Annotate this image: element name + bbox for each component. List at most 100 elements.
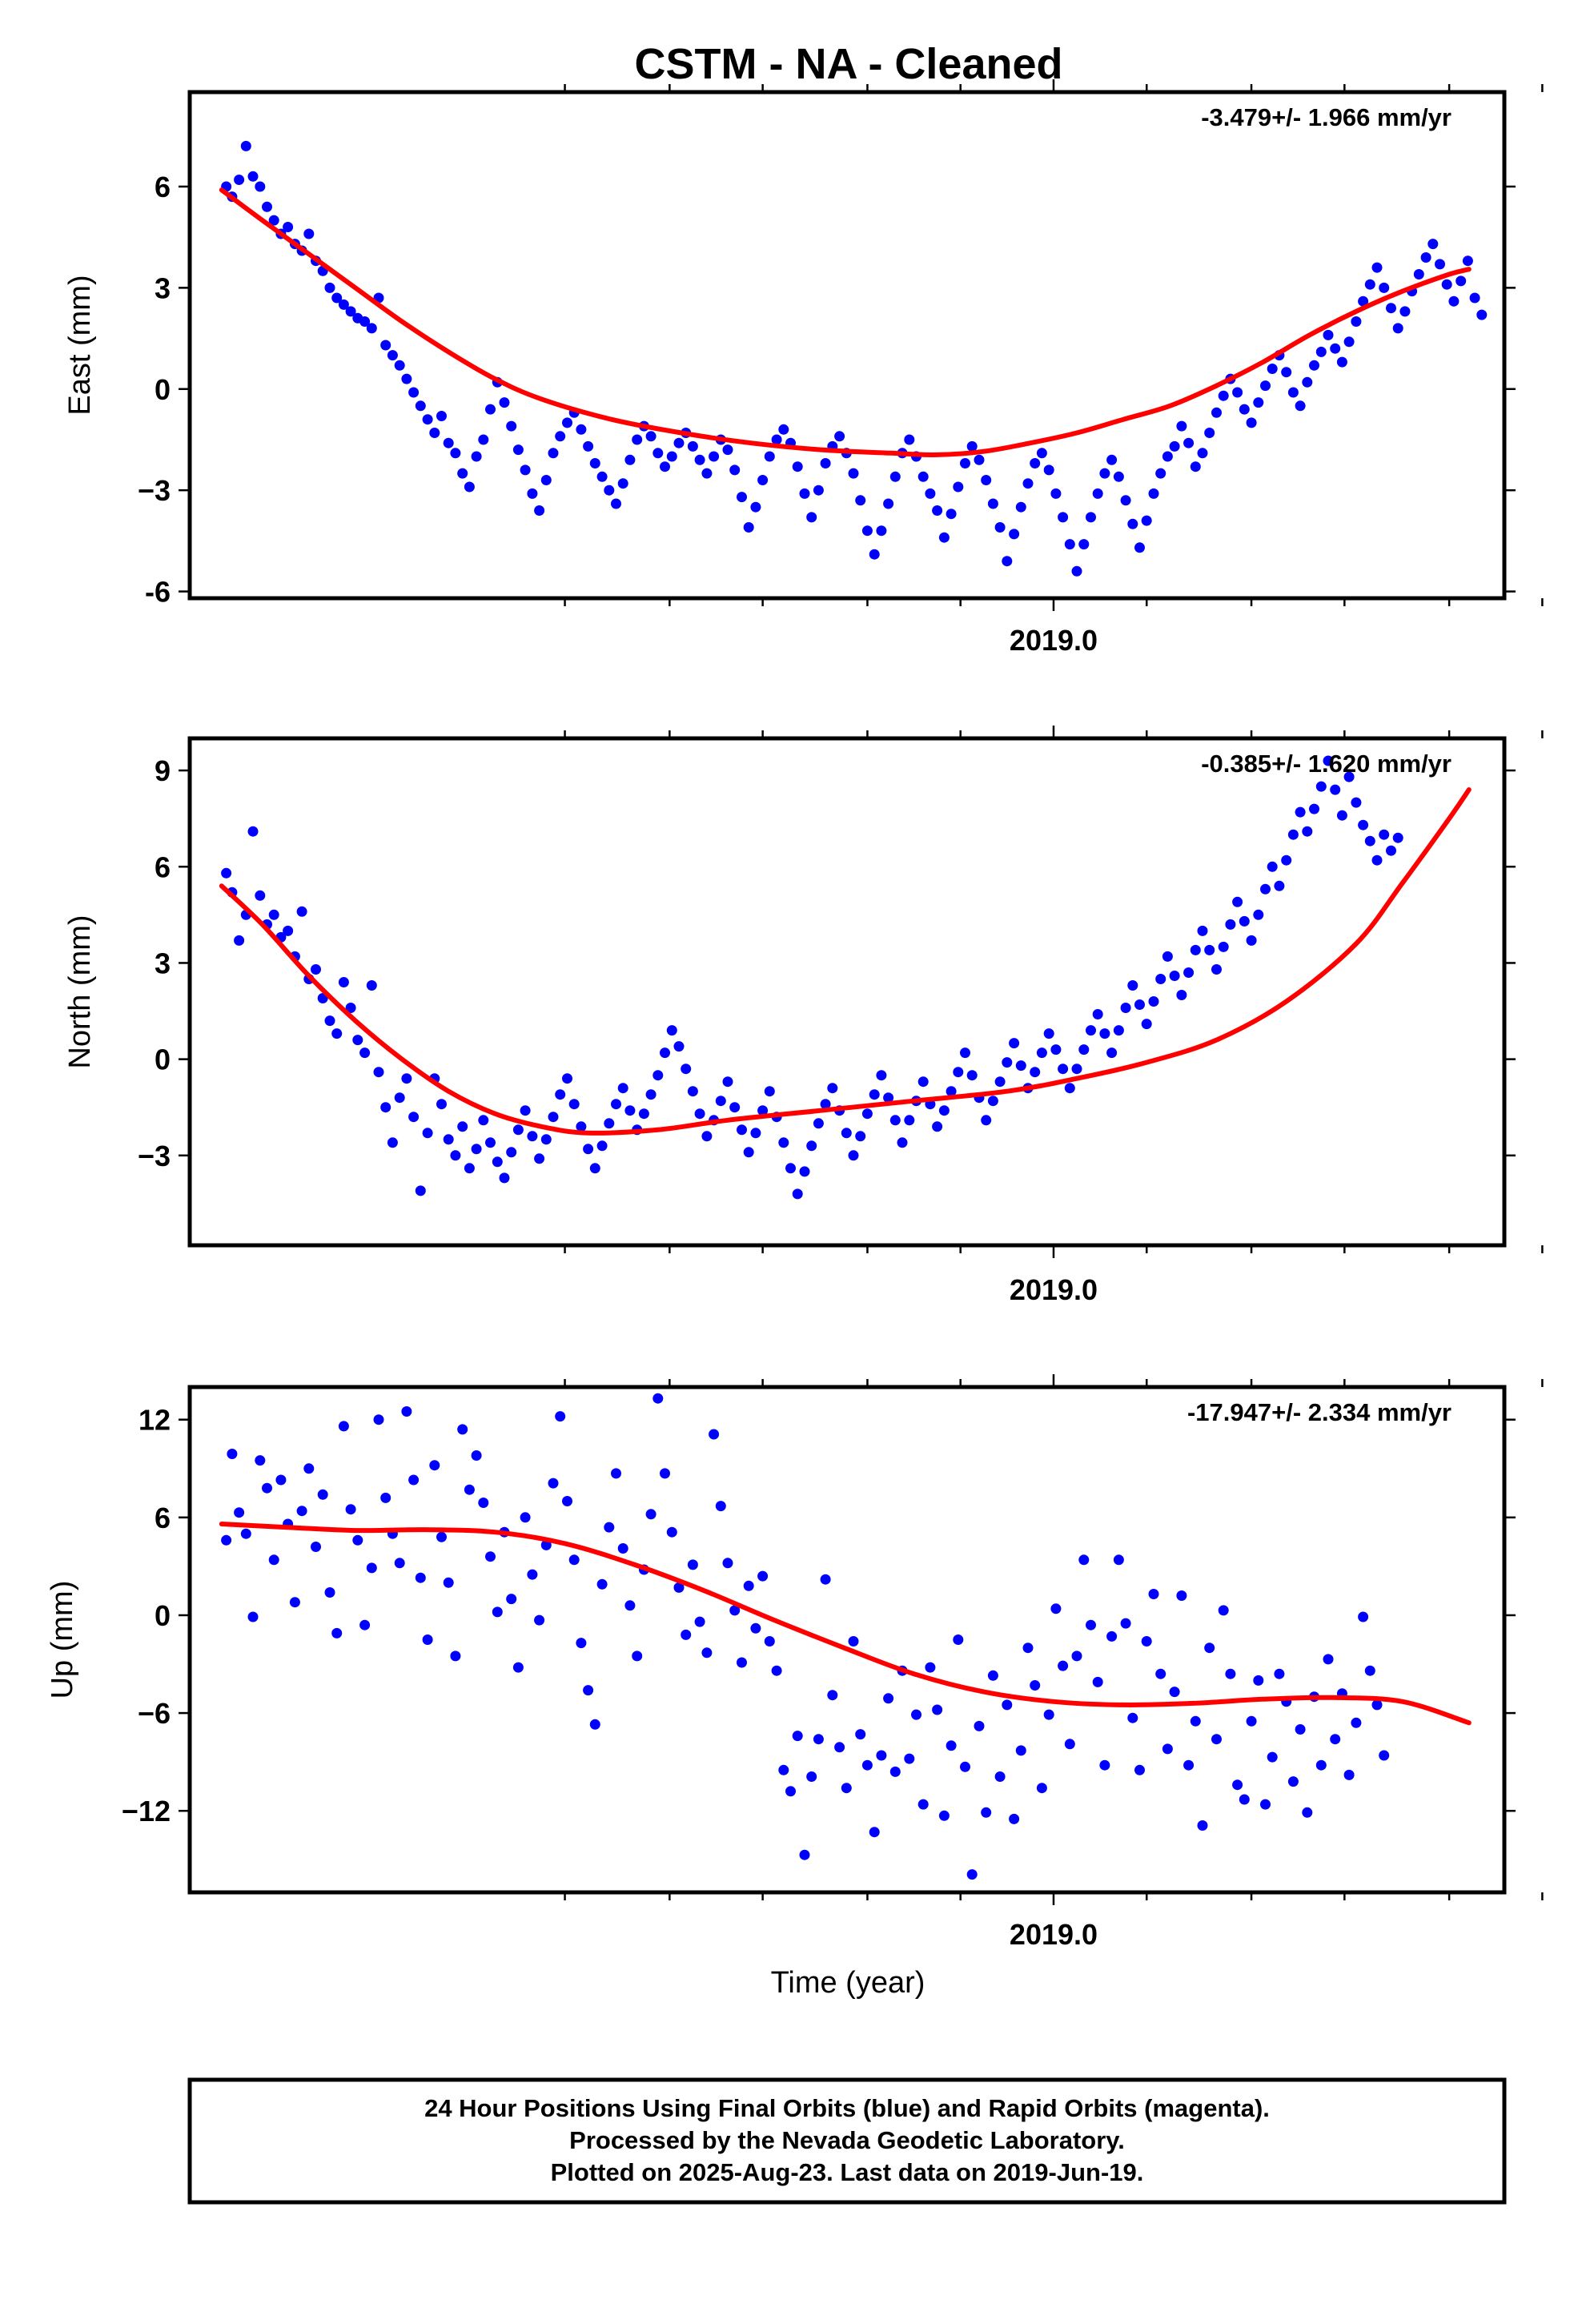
data-point — [443, 1134, 454, 1145]
data-point — [589, 1163, 600, 1174]
data-point — [345, 306, 356, 317]
y-tick-label: 12 — [139, 1404, 171, 1437]
data-point — [478, 434, 489, 445]
data-point — [855, 1131, 866, 1142]
data-point — [345, 1504, 356, 1515]
data-point — [638, 1108, 649, 1120]
data-point — [694, 1616, 705, 1627]
data-point — [722, 1558, 733, 1569]
x-tick-label: 2019.0 — [1010, 1273, 1098, 1306]
data-point — [540, 1539, 552, 1550]
data-point — [394, 1092, 405, 1104]
data-point — [652, 1393, 664, 1404]
data-point — [338, 299, 349, 310]
data-point — [1099, 1759, 1110, 1771]
data-point — [464, 1484, 475, 1495]
data-point — [917, 1076, 929, 1088]
data-point — [534, 1153, 545, 1164]
data-point — [485, 1551, 496, 1562]
data-point — [394, 360, 405, 371]
data-point — [987, 1096, 998, 1107]
data-point — [1330, 784, 1341, 795]
data-point — [1281, 367, 1292, 378]
data-point — [408, 387, 420, 398]
x-axis-label: Time (year) — [771, 1966, 926, 2000]
data-point — [861, 525, 873, 537]
data-point — [925, 1662, 936, 1673]
data-point — [422, 414, 433, 425]
data-point — [1302, 826, 1313, 837]
data-point — [848, 1150, 859, 1161]
data-point — [1141, 1636, 1152, 1647]
data-point — [681, 1063, 692, 1075]
data-point — [1364, 279, 1375, 290]
data-point — [457, 1424, 468, 1435]
data-point — [443, 1577, 454, 1588]
data-point — [611, 1468, 621, 1479]
data-point — [611, 498, 621, 509]
data-point — [1043, 1028, 1054, 1039]
data-point — [1456, 275, 1467, 287]
data-point — [1022, 1642, 1034, 1654]
data-point — [994, 1771, 1006, 1782]
data-point — [994, 522, 1006, 533]
y-tick-label: -6 — [145, 576, 171, 609]
data-point — [953, 481, 964, 493]
data-point — [352, 1534, 363, 1546]
data-point — [715, 1096, 726, 1107]
data-point — [869, 1827, 880, 1838]
data-point — [1239, 1794, 1250, 1805]
data-point — [660, 1468, 670, 1479]
data-point — [324, 1015, 335, 1027]
data-point — [1071, 1651, 1082, 1662]
data-point — [436, 1531, 447, 1542]
data-point — [268, 909, 279, 920]
data-point — [889, 1115, 901, 1126]
x-tick-label: 2019.0 — [1010, 624, 1098, 657]
data-point — [617, 1543, 628, 1554]
data-point — [283, 222, 294, 232]
data-point — [394, 1558, 405, 1569]
data-point — [436, 1099, 447, 1110]
data-point — [1218, 1605, 1229, 1616]
data-point — [512, 444, 524, 456]
data-point — [834, 431, 845, 442]
data-point — [380, 1102, 391, 1113]
data-point — [660, 461, 670, 472]
data-point — [311, 1542, 321, 1552]
data-point — [1148, 1589, 1159, 1599]
data-point — [624, 1105, 636, 1116]
data-point — [562, 1496, 572, 1506]
data-point — [1183, 437, 1195, 448]
data-point — [1058, 1660, 1069, 1671]
data-point — [555, 1089, 566, 1100]
data-point — [792, 461, 803, 472]
data-point — [1190, 1715, 1201, 1727]
data-point — [1253, 1675, 1264, 1686]
rate-label: -3.479+/- 1.966 mm/yr — [1201, 103, 1452, 131]
data-point — [1127, 1712, 1138, 1723]
data-point — [1309, 360, 1319, 371]
data-point — [1190, 461, 1201, 472]
data-point — [743, 1580, 754, 1591]
data-point — [981, 1115, 992, 1126]
data-point — [861, 1108, 873, 1120]
data-point — [1092, 1009, 1103, 1019]
data-point — [855, 495, 866, 506]
data-point — [1379, 282, 1390, 293]
data-point — [1204, 428, 1215, 438]
data-point — [589, 1719, 600, 1730]
data-point — [1351, 1717, 1362, 1728]
data-point — [1197, 925, 1208, 936]
data-point — [869, 1089, 880, 1100]
data-point — [1009, 1038, 1020, 1049]
y-tick-label: 0 — [155, 373, 171, 406]
data-point — [478, 1115, 489, 1126]
data-point — [366, 980, 377, 991]
data-point — [861, 1759, 873, 1771]
data-point — [1225, 919, 1236, 930]
data-point — [1218, 390, 1229, 401]
data-point — [883, 1693, 894, 1704]
data-point — [415, 1185, 426, 1196]
data-point — [764, 451, 775, 462]
